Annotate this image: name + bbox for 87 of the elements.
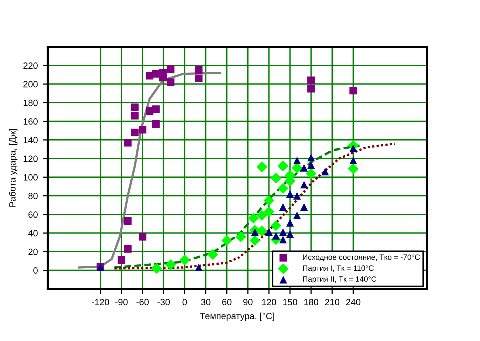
point <box>264 195 275 206</box>
point <box>279 203 288 212</box>
x-tick-label: 240 <box>346 299 361 306</box>
point <box>195 74 203 83</box>
point <box>265 228 274 236</box>
point <box>152 120 160 128</box>
y-tick-label: 160 <box>24 118 38 125</box>
point <box>270 172 282 184</box>
point <box>350 87 358 95</box>
point <box>124 245 132 253</box>
x-tick-label: -30 <box>158 299 170 306</box>
point <box>308 76 316 84</box>
point <box>208 249 218 260</box>
point <box>195 264 203 272</box>
point <box>250 235 261 246</box>
y-tick-label: 200 <box>24 81 38 88</box>
point <box>322 168 330 176</box>
point <box>306 168 317 180</box>
point <box>293 156 302 164</box>
point <box>350 156 358 164</box>
point <box>300 164 308 172</box>
y-axis-title: Работа удара, [Дж] <box>9 129 18 207</box>
y-tick-label: 220 <box>24 62 38 70</box>
point <box>180 254 190 266</box>
point <box>256 210 268 221</box>
y-tick-label: 0 <box>34 268 38 274</box>
point <box>131 104 139 112</box>
x-tick-label: -90 <box>116 299 128 306</box>
y-tick-label: 20 <box>28 248 38 256</box>
point <box>348 164 359 174</box>
point <box>251 228 259 236</box>
point <box>286 230 294 238</box>
point <box>118 256 126 264</box>
point <box>272 232 280 240</box>
point <box>124 139 132 147</box>
y-tick-label: 60 <box>28 212 38 218</box>
point <box>138 233 147 241</box>
point <box>152 106 160 114</box>
x-tick-label: 60 <box>222 299 232 306</box>
point <box>278 160 289 172</box>
y-tick-label: 140 <box>24 137 38 144</box>
point <box>300 181 308 189</box>
x-tick-label: -120 <box>92 299 110 306</box>
x-tick-label: 90 <box>244 299 253 306</box>
point <box>138 126 147 134</box>
point <box>279 228 288 236</box>
point <box>293 192 302 200</box>
point <box>270 220 282 232</box>
point <box>124 217 132 225</box>
point <box>286 190 294 198</box>
point <box>131 112 139 120</box>
point <box>236 232 246 242</box>
y-tick-label: 80 <box>28 193 38 200</box>
point <box>350 144 358 152</box>
point <box>167 66 175 74</box>
point <box>279 236 288 244</box>
point <box>308 154 316 162</box>
point <box>159 74 167 82</box>
point <box>131 128 139 137</box>
point <box>278 183 289 194</box>
x-axis-title: Температура, [°C] <box>200 312 274 322</box>
x-tick-label: 0 <box>182 299 188 306</box>
point <box>300 203 308 212</box>
x-tick-label: 180 <box>304 299 319 306</box>
point <box>256 162 268 173</box>
point <box>308 85 316 93</box>
point <box>222 235 232 246</box>
point <box>286 219 294 227</box>
point <box>293 212 302 220</box>
point <box>248 213 260 224</box>
y-tick-label: 40 <box>28 230 38 237</box>
x-tick-label: -60 <box>136 299 149 306</box>
point <box>151 263 162 274</box>
x-tick-label: 210 <box>325 299 340 306</box>
x-tick-label: 30 <box>201 299 211 306</box>
y-tick-label: 100 <box>24 174 38 181</box>
point <box>166 260 176 270</box>
y-tick-label: 120 <box>24 156 38 162</box>
point <box>167 78 175 86</box>
y-tick-label: 180 <box>24 100 38 106</box>
point <box>264 206 275 218</box>
point <box>256 226 268 237</box>
x-tick-label: 120 <box>262 299 276 306</box>
point <box>195 66 203 74</box>
point <box>152 70 160 78</box>
point <box>308 162 316 170</box>
x-tick-label: 150 <box>283 299 298 306</box>
